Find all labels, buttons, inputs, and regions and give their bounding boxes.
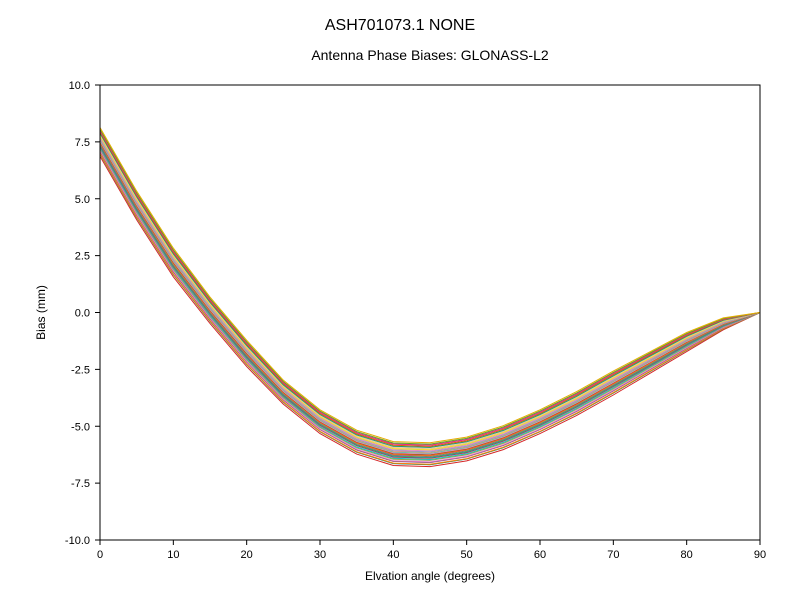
x-tick-label: 20: [241, 549, 253, 561]
x-tick-label: 60: [534, 549, 546, 561]
y-tick-label: 2.5: [75, 251, 90, 263]
y-tick-label: 7.5: [75, 137, 90, 149]
x-tick-label: 90: [754, 549, 766, 561]
y-tick-label: -2.5: [71, 364, 90, 376]
x-axis: 0 10 20 30 40 50 60 70 80 90: [97, 540, 766, 561]
chart-title: Antenna Phase Biases: GLONASS-L2: [311, 47, 549, 63]
x-axis-label: Elvation angle (degrees): [365, 569, 495, 583]
x-tick-label: 40: [387, 549, 399, 561]
y-axis-label: Bias (mm): [34, 285, 48, 340]
x-tick-label: 0: [97, 549, 103, 561]
x-tick-label: 80: [681, 549, 693, 561]
y-tick-label: -7.5: [71, 478, 90, 490]
x-tick-label: 10: [167, 549, 179, 561]
y-tick-label: 0.0: [75, 308, 90, 320]
series-line: [100, 156, 760, 466]
y-tick-label: 5.0: [75, 194, 90, 206]
plot-area: [100, 128, 760, 467]
chart-container: ASH701073.1 NONE Antenna Phase Biases: G…: [0, 0, 800, 600]
y-tick-label: -10.0: [65, 535, 90, 547]
line-chart: ASH701073.1 NONE Antenna Phase Biases: G…: [0, 0, 800, 600]
x-tick-label: 50: [461, 549, 473, 561]
chart-suptitle: ASH701073.1 NONE: [325, 17, 475, 34]
x-tick-label: 70: [607, 549, 619, 561]
y-tick-label: -5.0: [71, 421, 90, 433]
y-tick-label: 10.0: [69, 80, 90, 92]
plot-spine: [100, 85, 760, 540]
y-axis: -10.0 -7.5 -5.0 -2.5 0.0 2.5 5.0 7.5 10.0: [65, 80, 100, 547]
x-tick-label: 30: [314, 549, 326, 561]
